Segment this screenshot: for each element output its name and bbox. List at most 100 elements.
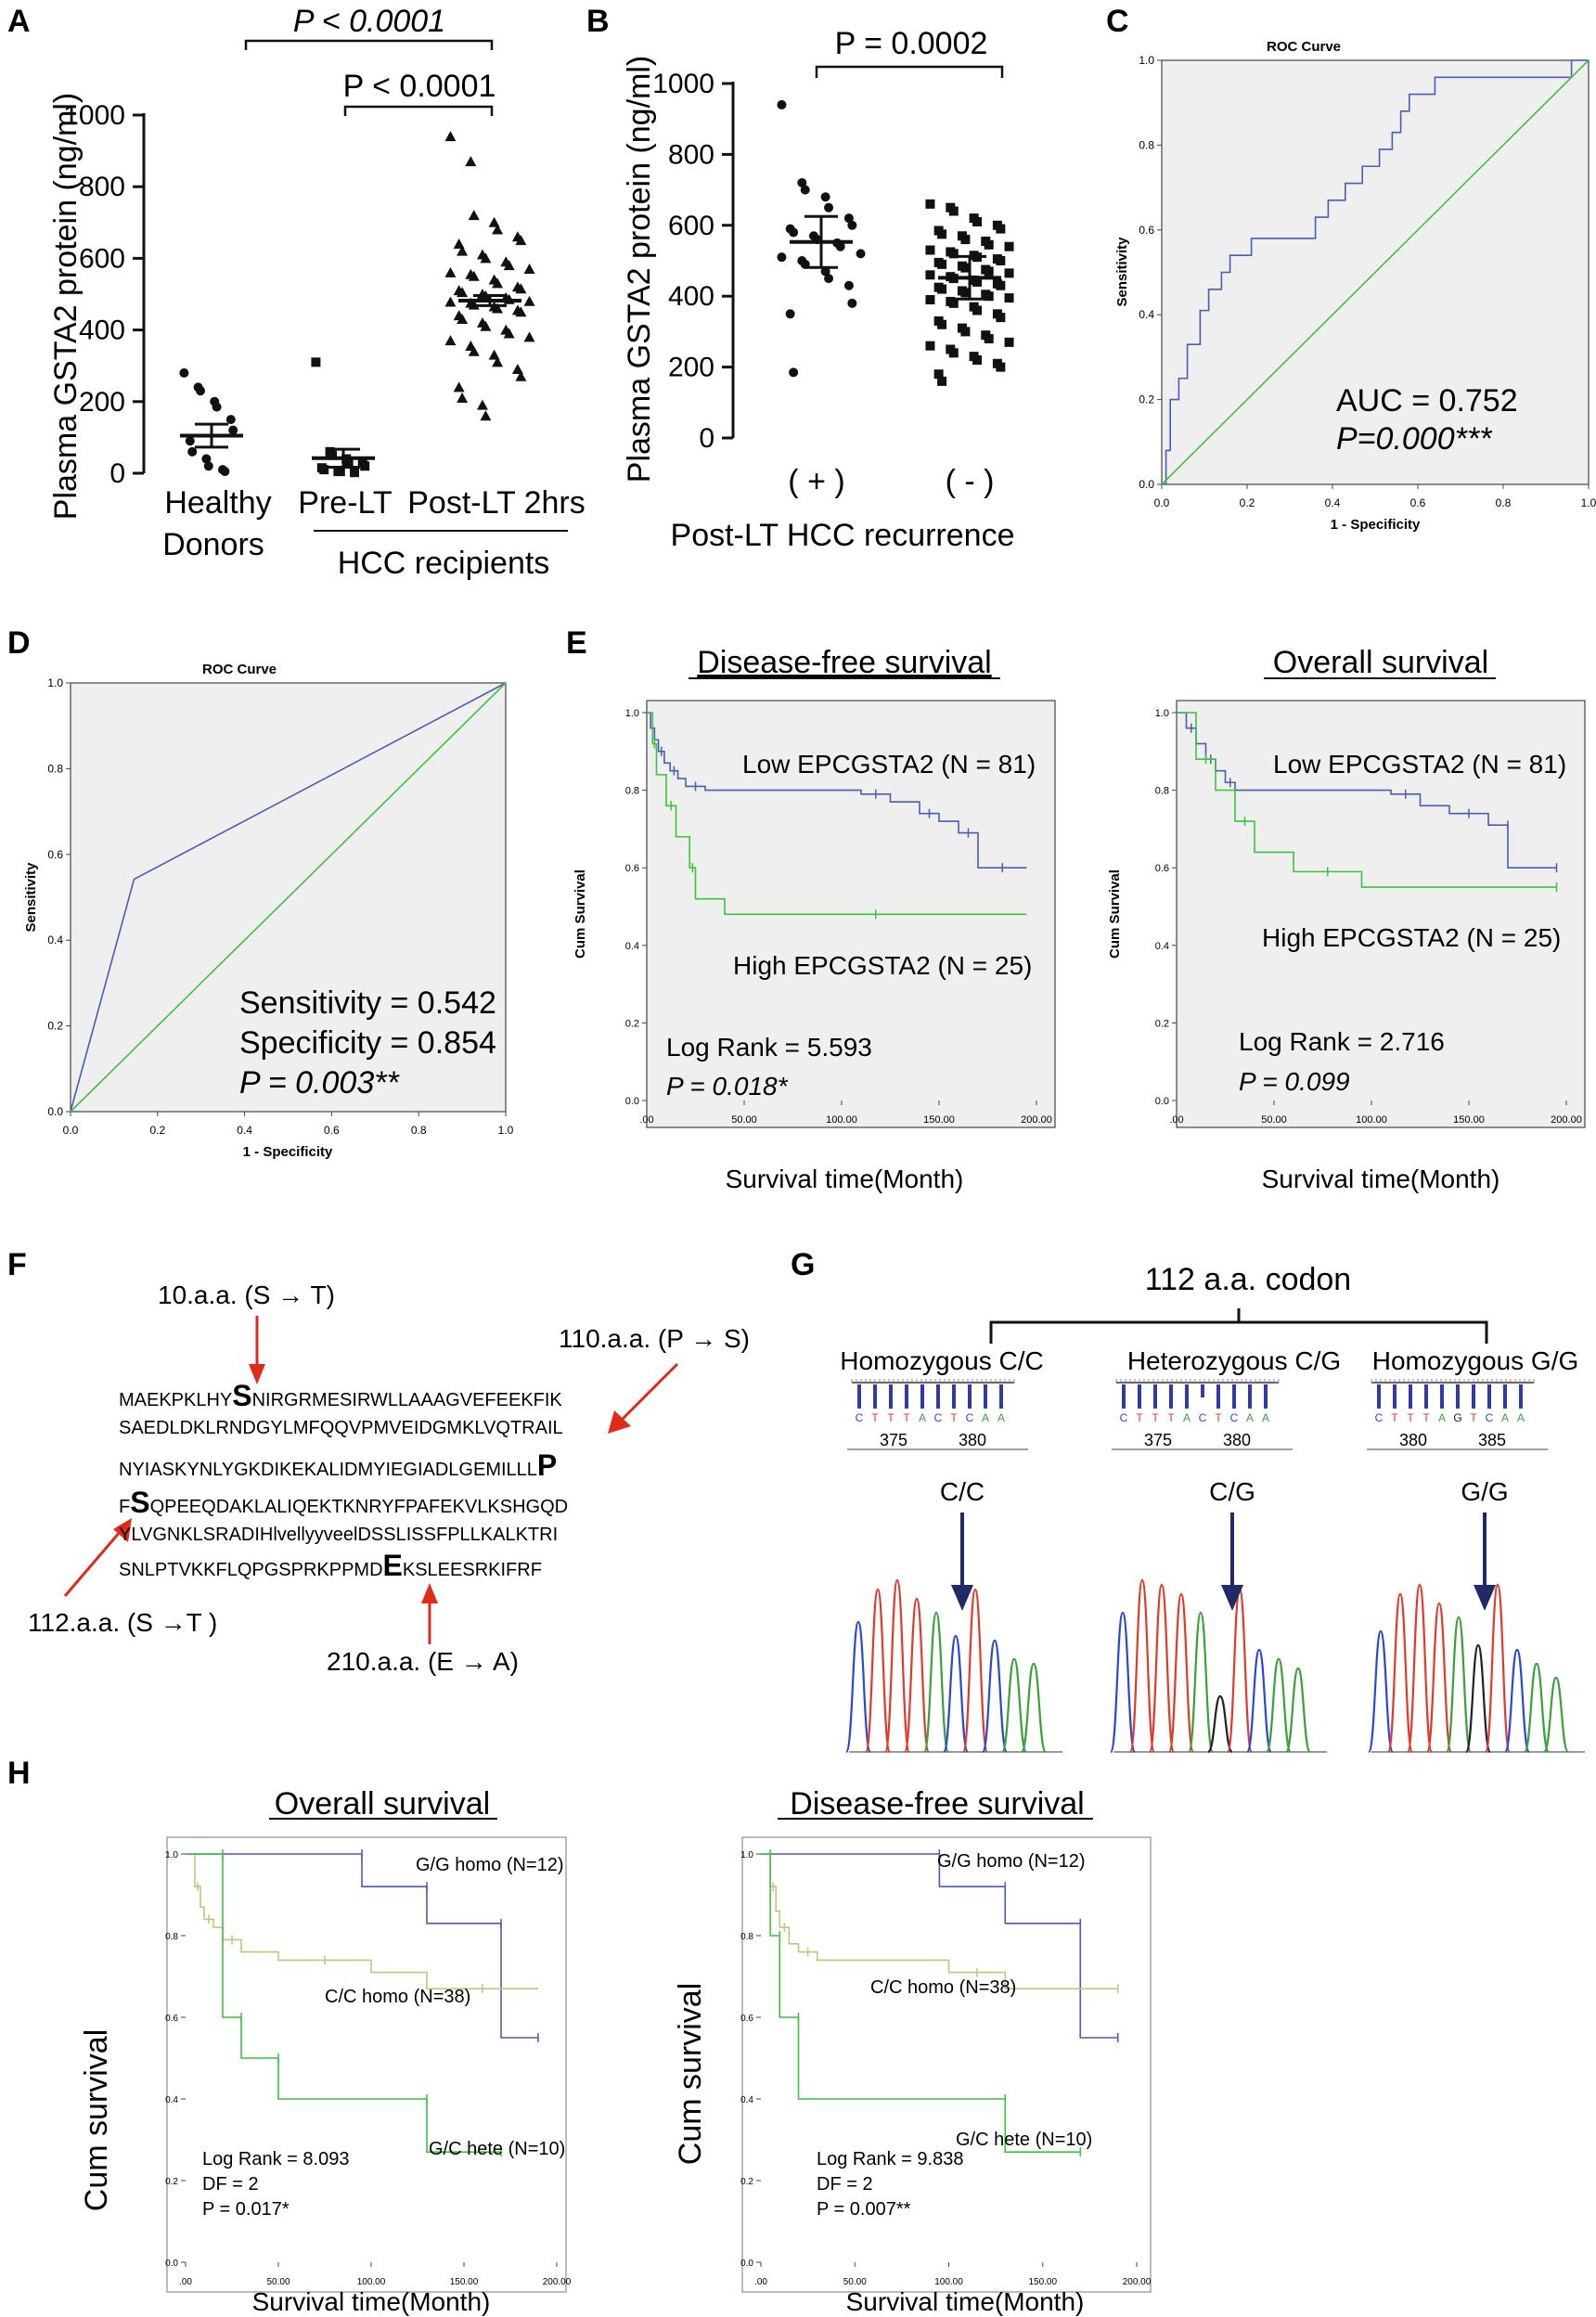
data-point [789,227,799,238]
panel-a-points [179,131,535,478]
position-label: 380 [1223,1431,1251,1449]
panel-d: D ROC Curve 0.00.20.40.60.81.00.0 0.2 0.4 0… [7,625,514,1160]
base-letter: T [1470,1411,1477,1424]
position-label: 385 [1478,1431,1506,1449]
panel-h-left-lines [186,1849,539,2157]
seq-line-1: MAEKPKLHYSNIRGRMESIRWLLAAAGVEFEEKFIK [119,1379,562,1412]
data-point [984,266,994,277]
data-point [453,238,465,249]
panel-f-mut110: 110.a.a. (P → S) [559,1324,750,1353]
seq-line-4: FSQPEEQDAKLALIQEKTKNRYFPAFEKVLKSHGQD [119,1486,568,1519]
panel-e-right-lines [1177,712,1558,893]
data-point [179,367,189,378]
genotype-arrow-head [1221,1585,1243,1611]
panel-g: G 112 a.a. codon Homozygous C/C Heterozy… [791,1247,1585,1754]
trace-peak [1425,1602,1453,1754]
panel-g-geno2: Heterozygous C/G [1127,1346,1341,1375]
panel-b-ylabel: Plasma GSTA2 protein (ng/ml) [622,56,657,483]
panel-h-right-cc: C/C homo (N=38) [870,1977,1016,1998]
xtick-label: 150.00 [450,2277,479,2287]
trace-peak [1386,1592,1414,1754]
panel-h-left-logrank: Log Rank = 8.093 [202,2149,349,2169]
panel-h-left-p: P = 0.017* [202,2199,290,2220]
ytick-label: 0.4 [740,2095,753,2105]
data-point [511,364,523,375]
data-point [203,461,213,471]
panel-a-p-overall: P < 0.0001 [293,4,445,39]
trace-peak [844,1620,872,1754]
panel-b-points [777,99,1014,386]
ytick-label: 0.2 [1139,393,1154,406]
data-point [457,314,469,325]
ytick-label: 0.4 [1139,308,1154,321]
series-line [761,1853,1118,1989]
position-label: 375 [880,1431,907,1449]
data-point [972,305,983,315]
trace-peak [1128,1578,1156,1754]
panel-b-label: B [586,4,610,39]
data-point [196,386,205,396]
ytick-label: 0.8 [1155,786,1169,797]
panel-f: F 10.a.a. (S → T) 110.a.a. (P → S) 112.a… [7,1247,750,1676]
data-point [824,202,834,212]
base-bar [936,1384,940,1409]
panel-e-left-logrank: Log Rank = 5.593 [666,1033,872,1062]
ytick-label: 0.6 [740,2014,753,2024]
data-point [972,354,983,365]
seq-line-1-c: NIRGRMESIRWLLAAAGVEFEEKFIK [252,1390,563,1410]
base-letter: T [903,1411,910,1424]
panel-a-bracket-pre-post [343,105,494,116]
data-point [925,295,935,305]
data-point [960,327,971,337]
panel-h-right-title: Disease-free survival [790,1786,1084,1821]
data-point [1004,337,1014,347]
trace-peak [1245,1648,1273,1754]
data-point [1004,241,1014,251]
data-point [187,446,198,457]
trace-peak [942,1634,970,1754]
trace-peak [1284,1667,1312,1754]
trace-peak [1464,1643,1492,1754]
xtick-label: 150.00 [923,1114,955,1126]
data-point [948,298,959,308]
ytick-label: 200 [79,387,125,418]
base-letter: C [1230,1411,1239,1424]
panel-h-left-xlabel: Survival time(Month) [252,2287,491,2316]
base-letter: T [1422,1411,1430,1424]
panel-g-geno3: Homozygous G/G [1372,1346,1579,1375]
base-bar [1487,1384,1491,1409]
data-point [457,392,469,403]
panel-h-left-gc: G/C hete (N=10) [429,2139,565,2159]
trace-peak [1167,1592,1195,1754]
ytick-label: 1.0 [165,1850,178,1860]
data-point [319,465,329,475]
panel-b-bracket [815,65,1004,78]
trace-peak [981,1639,1009,1754]
series-line [70,682,507,1113]
base-bar [1248,1384,1252,1409]
trace-peak [1367,1629,1395,1754]
data-point [335,467,345,477]
seq-line-6-c: KSLEESRKIFRF [403,1560,542,1580]
panel-a-group1-line1: Healthy [164,485,271,521]
xtick-label: .00 [754,2277,767,2287]
base-bar [1503,1384,1507,1409]
panel-e-left-title: Disease-free survival [697,645,991,680]
data-point [228,425,238,435]
ytick-label: 1.0 [625,708,639,719]
data-point [444,296,457,307]
base-letter: C [934,1411,943,1424]
data-point [972,216,983,226]
ytick-label: 0.4 [165,2095,178,2105]
ytick-label: 0.0 [165,2259,178,2269]
panel-h-left-title: Overall survival [275,1786,490,1821]
xtick-label: 0.0 [63,1124,79,1137]
panel-c-label: C [1106,4,1129,39]
data-point [835,241,845,251]
base-letter: A [1501,1411,1509,1424]
data-point [515,306,527,317]
arrow-110 [620,1362,679,1422]
seq-site-112: S [130,1486,149,1519]
